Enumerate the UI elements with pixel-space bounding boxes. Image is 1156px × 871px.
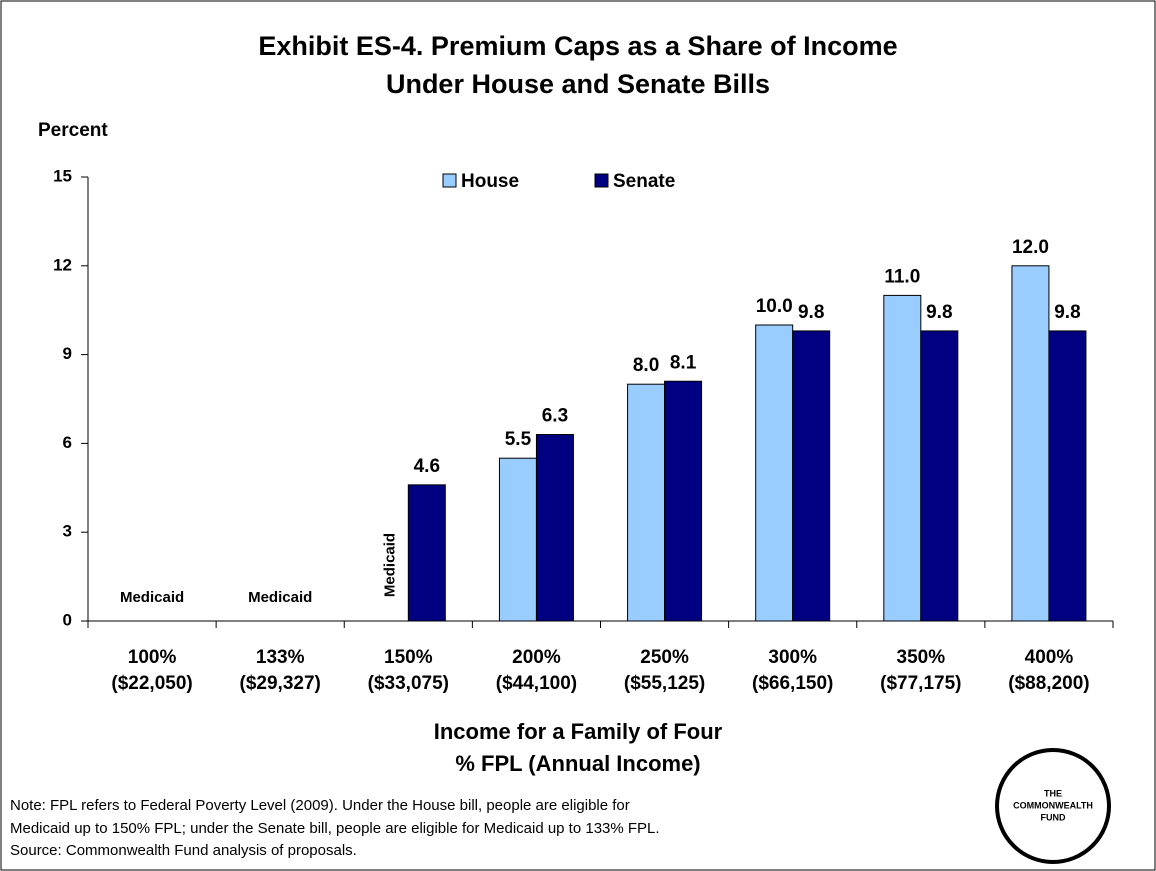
chart-title: Exhibit ES-4. Premium Caps as a Share of… <box>258 31 897 61</box>
legend-swatch <box>442 173 457 188</box>
y-tick-label: 6 <box>63 433 72 452</box>
x-tick-label: 100% ($22,050) <box>111 647 193 694</box>
bar <box>407 484 446 622</box>
value-label: 9.8 <box>798 302 824 323</box>
note: Source: Commonwealth Fund analysis of pr… <box>10 842 357 859</box>
logo-text: COMMONWEALTH <box>1013 800 1093 810</box>
x-tick-label: 350% ($77,175) <box>880 647 962 694</box>
x-tick-label: 200% ($44,100) <box>495 647 578 694</box>
x-axis-label: Income for a Family of Four <box>434 719 723 744</box>
annotation: Medicaid <box>248 589 312 606</box>
bar <box>498 457 537 622</box>
bar <box>920 330 959 622</box>
chart-title: Under House and Senate Bills <box>386 69 770 99</box>
value-label: 8.1 <box>670 352 697 373</box>
y-tick-label: 12 <box>53 255 72 274</box>
bar <box>1048 330 1087 622</box>
value-label: 11.0 <box>884 266 920 287</box>
value-label: 6.3 <box>542 406 568 427</box>
legend-label: House <box>461 171 519 192</box>
logo-text: FUND <box>1041 812 1066 822</box>
y-tick-label: 0 <box>63 610 72 629</box>
value-label: 9.8 <box>1054 302 1080 323</box>
x-tick-label: 300% ($66,150) <box>752 647 834 694</box>
bar <box>535 434 574 622</box>
value-label: 8.0 <box>633 355 659 376</box>
x-tick-label: 400% ($88,200) <box>1008 647 1090 694</box>
x-tick-label: 150% ($33,075) <box>367 647 449 694</box>
legend-label: Senate <box>613 171 675 192</box>
value-label: 10.0 <box>756 296 793 317</box>
annotation: Medicaid <box>381 533 398 597</box>
value-label: 5.5 <box>505 429 532 450</box>
bar <box>627 383 666 622</box>
value-label: 12.0 <box>1012 237 1049 258</box>
bar <box>664 380 703 622</box>
value-label: 4.6 <box>414 456 440 477</box>
annotation: Medicaid <box>120 589 184 606</box>
x-axis-label: % FPL (Annual Income) <box>455 751 700 776</box>
value-label: 9.8 <box>926 302 952 323</box>
legend-swatch <box>594 173 609 188</box>
y-tick-label: 3 <box>63 522 72 541</box>
bar <box>883 294 922 622</box>
bar <box>1011 265 1050 622</box>
bar <box>792 330 831 622</box>
note: Note: FPL refers to Federal Poverty Leve… <box>10 797 630 814</box>
note: Medicaid up to 150% FPL; under the Senat… <box>10 820 660 837</box>
x-tick-label: 133% ($29,327) <box>239 647 321 694</box>
bar <box>755 324 794 622</box>
y-tick-label: 9 <box>63 344 72 363</box>
x-tick-label: 250% ($55,125) <box>623 647 706 694</box>
y-tick-label: 15 <box>53 166 72 185</box>
y-axis-label: Percent <box>38 120 108 141</box>
logo-text: THE <box>1044 788 1062 798</box>
logo-circle <box>995 748 1111 864</box>
